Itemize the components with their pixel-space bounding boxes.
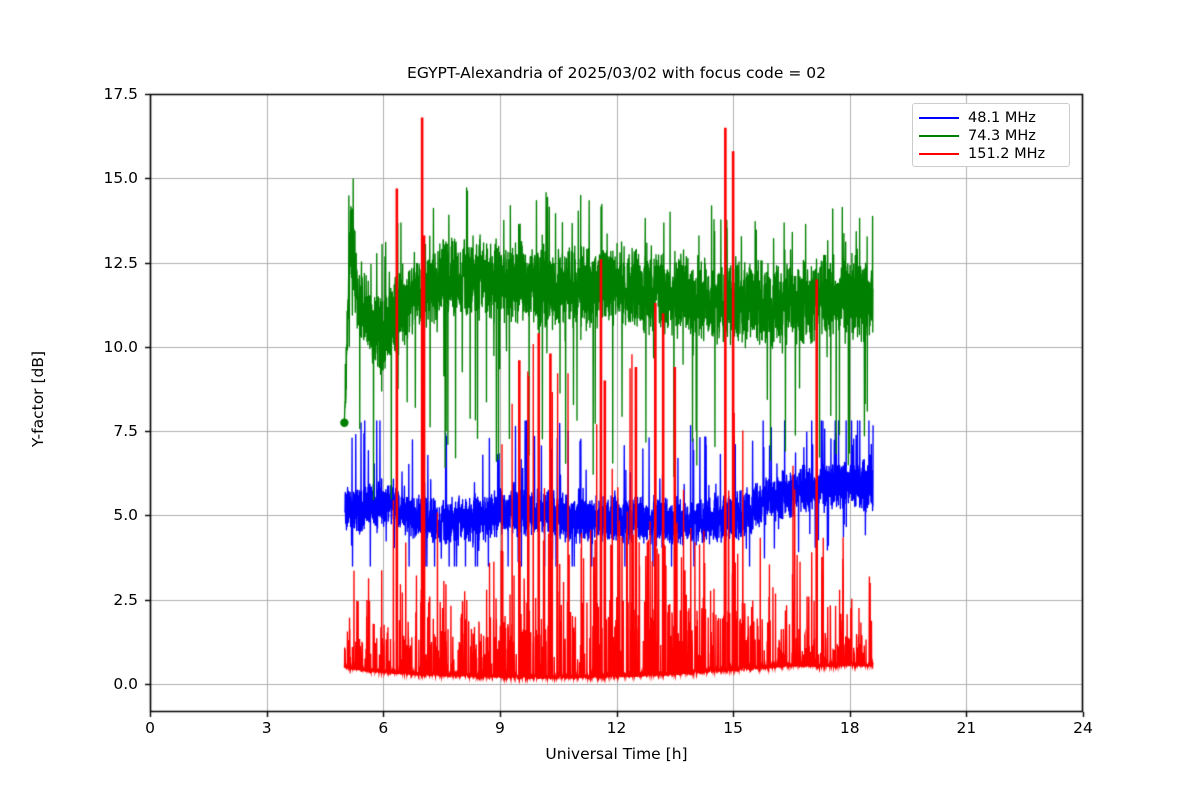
x-tick-label: 15 <box>723 719 743 737</box>
y-tick-label: 12.5 <box>103 253 138 272</box>
legend-label-151: 151.2 MHz <box>968 146 1046 162</box>
y-tick-label: 7.5 <box>113 422 138 441</box>
legend-line-swatch-151 <box>919 153 959 155</box>
legend-item: 48.1 MHz <box>919 109 1061 127</box>
y-tick-label: 5.0 <box>113 506 138 525</box>
x-tick-label: 0 <box>145 719 155 737</box>
legend-label-48: 48.1 MHz <box>968 110 1036 126</box>
y-tick-label: 15.0 <box>103 169 138 188</box>
legend-item: 151.2 MHz <box>919 145 1061 163</box>
y-tick-label: 0.0 <box>113 675 138 693</box>
x-tick-label: 3 <box>261 719 272 737</box>
x-tick-label: 6 <box>378 719 389 737</box>
x-tick-label: 12 <box>606 719 627 737</box>
legend: 48.1 MHz 74.3 MHz 151.2 MHz <box>912 103 1070 167</box>
x-tick-label: 21 <box>956 719 977 737</box>
y-tick-label: 2.5 <box>113 590 138 609</box>
x-tick-label: 24 <box>1073 719 1093 737</box>
x-tick-label: 18 <box>839 719 860 737</box>
legend-label-74: 74.3 MHz <box>968 128 1036 144</box>
x-tick-label: 9 <box>494 719 505 737</box>
legend-item: 74.3 MHz <box>919 127 1061 145</box>
y-tick-label: 10.0 <box>103 337 138 356</box>
legend-line-swatch-48 <box>919 117 959 119</box>
legend-line-swatch-74 <box>919 135 959 137</box>
y-tick-label: 17.5 <box>103 85 138 103</box>
